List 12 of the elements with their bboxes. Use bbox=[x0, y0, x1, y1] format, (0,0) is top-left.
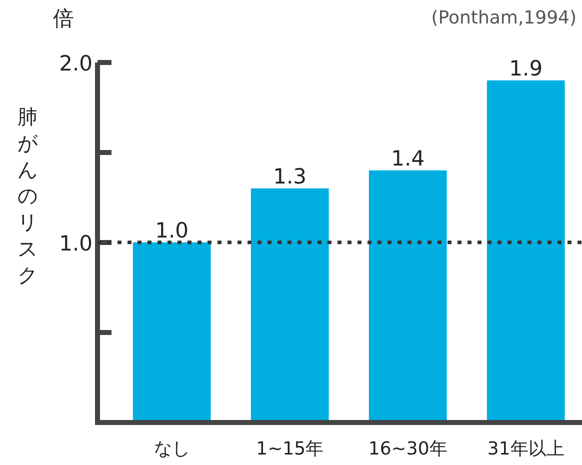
x-tick-label: なし bbox=[154, 438, 190, 460]
text: 倍 bbox=[53, 6, 74, 30]
x-tick-label: 16~30年 bbox=[368, 438, 448, 460]
x-tick-label: 31年以上 bbox=[487, 438, 564, 460]
data-label: 1.0 bbox=[155, 218, 189, 242]
y-tick-label: 2.0 bbox=[59, 51, 93, 76]
data-label: 1.4 bbox=[391, 146, 425, 170]
y-axis-title: 肺がんのリスク bbox=[18, 104, 38, 287]
x-tick-label: 1~15年 bbox=[256, 438, 324, 460]
text: (Pontham,1994) bbox=[431, 8, 577, 28]
data-label: 1.9 bbox=[509, 56, 543, 80]
data-label: 1.3 bbox=[273, 164, 307, 188]
